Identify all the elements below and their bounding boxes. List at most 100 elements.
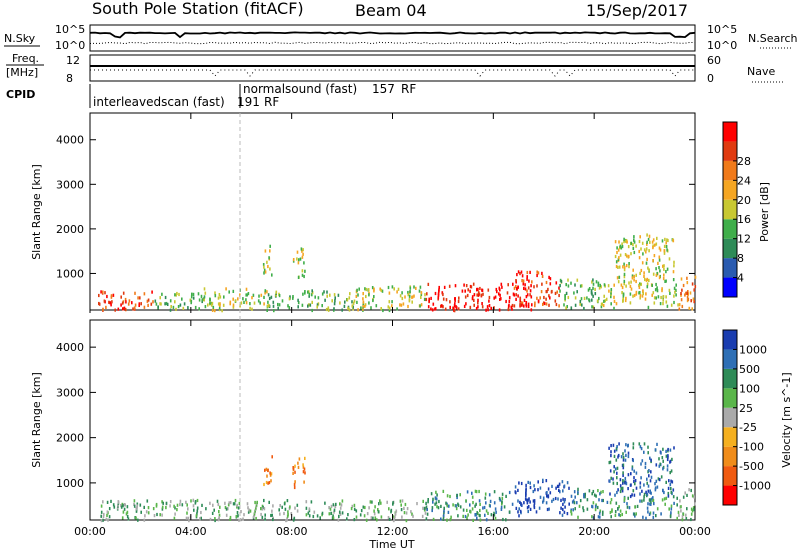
data-cell	[526, 293, 529, 297]
data-cell	[388, 291, 391, 295]
colorbar-segment	[723, 238, 737, 259]
data-cell	[659, 248, 662, 252]
nsearch-tick-bottom: 10^0	[707, 39, 737, 52]
data-cell	[271, 273, 273, 277]
data-cell	[670, 303, 673, 307]
data-cell	[573, 291, 575, 295]
data-cell	[333, 510, 335, 514]
data-cell	[272, 300, 275, 304]
data-cell	[218, 513, 221, 517]
data-cell	[461, 289, 464, 293]
data-cell	[98, 293, 100, 298]
data-cell	[352, 307, 354, 311]
data-cell	[526, 506, 529, 510]
data-cell	[363, 514, 366, 518]
data-cell	[211, 511, 214, 515]
data-cell	[530, 284, 532, 288]
data-cell	[630, 252, 632, 256]
data-cell	[312, 514, 315, 519]
data-cell	[152, 300, 154, 304]
nsky-tick-top: 10^5	[55, 23, 85, 36]
data-cell	[449, 305, 451, 309]
data-cell	[608, 461, 611, 465]
data-cell	[467, 513, 469, 517]
data-cell	[550, 290, 553, 294]
data-cell	[623, 262, 625, 266]
data-cell	[358, 287, 360, 291]
data-cell	[333, 293, 336, 297]
data-cell	[260, 507, 262, 511]
data-cell	[227, 503, 230, 507]
data-cell	[638, 442, 641, 446]
data-cell	[371, 286, 374, 290]
data-cell	[685, 517, 688, 521]
data-cell	[613, 283, 615, 287]
data-cell	[459, 493, 461, 497]
data-cell	[693, 495, 695, 499]
data-cell	[307, 303, 310, 307]
data-cell	[627, 487, 629, 491]
data-cell	[107, 518, 109, 522]
data-cell	[219, 505, 221, 509]
data-cell	[599, 492, 601, 496]
colorbar-segment	[723, 446, 737, 467]
freq-tick-bottom: 8	[66, 72, 73, 85]
data-cell	[635, 486, 638, 490]
data-cell	[391, 285, 394, 289]
data-cell	[110, 303, 112, 307]
data-cell	[223, 295, 225, 299]
data-cell	[592, 305, 595, 309]
data-cell	[328, 506, 330, 510]
data-cell	[591, 505, 594, 509]
data-cell	[311, 291, 314, 295]
colorbar-segment	[723, 368, 737, 389]
data-cell	[177, 305, 180, 309]
data-cell	[362, 300, 365, 304]
data-cell	[620, 487, 622, 491]
data-cell	[667, 238, 669, 243]
data-cell	[625, 296, 627, 300]
data-cell	[441, 291, 444, 295]
data-cell	[666, 304, 669, 308]
velocity-panel-frame	[89, 319, 696, 521]
data-cell	[542, 302, 544, 306]
data-cell	[628, 265, 630, 269]
data-cell	[408, 299, 411, 303]
data-cell	[648, 278, 650, 282]
data-cell	[410, 510, 412, 514]
data-cell	[229, 501, 232, 505]
data-cell	[617, 248, 620, 252]
data-cell	[286, 499, 289, 503]
data-cell	[526, 270, 529, 275]
data-cell	[647, 489, 650, 493]
data-cell	[236, 503, 238, 507]
data-cell	[278, 294, 281, 298]
data-cell	[329, 507, 332, 511]
data-cell	[659, 302, 662, 306]
data-cell	[224, 501, 226, 505]
data-cell	[548, 275, 550, 279]
data-cell	[588, 298, 590, 302]
data-cell	[646, 285, 649, 289]
data-cell	[317, 296, 320, 300]
nsearch-tick-top: 10^5	[707, 23, 737, 36]
data-cell	[659, 462, 661, 466]
data-cell	[686, 493, 688, 497]
data-cell	[269, 267, 271, 271]
data-cell	[214, 517, 216, 521]
data-cell	[501, 496, 504, 500]
data-cell	[392, 501, 394, 505]
data-cell	[269, 471, 271, 475]
data-cell	[570, 306, 573, 310]
data-cell	[529, 293, 531, 297]
data-cell	[403, 511, 406, 515]
data-cell	[440, 517, 442, 521]
data-cell	[595, 280, 598, 284]
data-cell	[675, 293, 677, 297]
data-cell	[464, 295, 467, 299]
data-cell	[525, 483, 527, 487]
data-cell	[165, 501, 168, 505]
data-cell	[515, 279, 517, 283]
data-cell	[597, 281, 600, 285]
data-cell	[307, 511, 310, 515]
